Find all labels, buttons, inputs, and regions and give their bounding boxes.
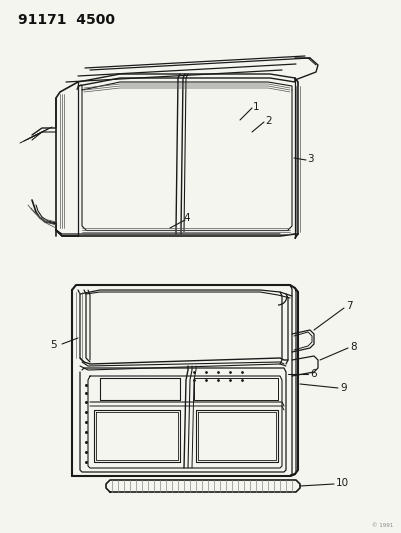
Text: 3: 3: [307, 154, 314, 164]
Text: 91171  4500: 91171 4500: [18, 13, 115, 27]
Text: 4: 4: [183, 213, 190, 223]
Text: 8: 8: [350, 342, 356, 352]
Text: 1: 1: [253, 102, 259, 112]
Text: © 1991: © 1991: [372, 523, 393, 528]
Text: 7: 7: [346, 301, 352, 311]
Text: 10: 10: [336, 478, 349, 488]
Text: 2: 2: [265, 116, 271, 126]
Text: 5: 5: [51, 340, 57, 350]
Text: 6: 6: [310, 369, 317, 379]
Text: 9: 9: [340, 383, 346, 393]
